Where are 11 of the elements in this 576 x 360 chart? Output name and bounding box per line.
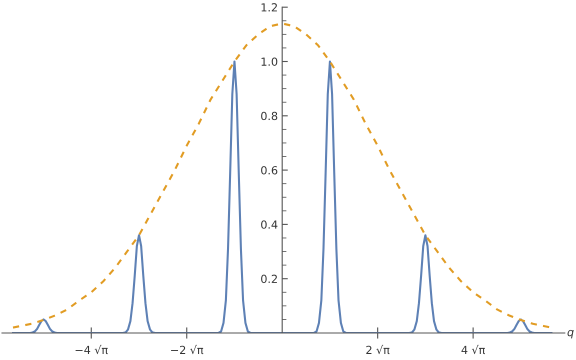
- x-tick-label: −4 √π: [76, 344, 108, 354]
- y-tick-label: 0.6: [261, 166, 278, 174]
- y-tick-label: 1.0: [262, 57, 278, 66]
- y-tick-label: 0.8: [261, 112, 278, 120]
- y-tick-label: 0.2: [261, 274, 277, 284]
- x-tick-label: 4 √π: [461, 344, 485, 354]
- x-tick-label: 2 √π: [366, 344, 390, 354]
- y-tick-label: 1.2: [262, 3, 277, 12]
- x-axis-title: q: [568, 330, 574, 338]
- y-tick-label: 0.4: [261, 220, 278, 229]
- x-tick-label: −2 √π: [171, 344, 204, 354]
